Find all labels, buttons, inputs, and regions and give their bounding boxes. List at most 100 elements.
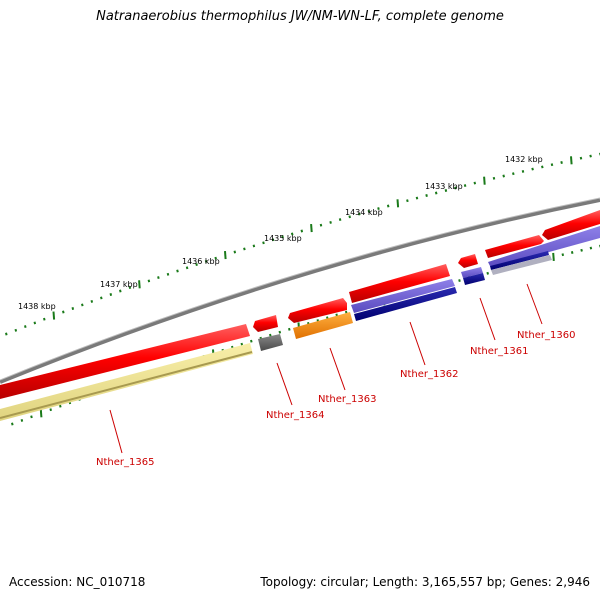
inner-minor-tick	[570, 251, 574, 254]
feature-navy[interactable]	[354, 287, 457, 321]
inner-minor-tick	[49, 408, 52, 412]
outer-minor-tick	[329, 220, 332, 224]
ruler-labels: 1432 kbp 1433 kbp 1434 kbp 1435 kbp 1436…	[18, 155, 543, 311]
feature-blue-small[interactable]	[461, 267, 483, 278]
outer-minor-tick	[43, 317, 46, 321]
outer-minor-tick	[319, 223, 323, 227]
outer-minor-tick	[128, 286, 132, 290]
gene-nther-1360-b[interactable]	[542, 210, 600, 240]
inner-minor-tick	[250, 339, 253, 343]
feature-blue-right[interactable]	[488, 226, 600, 268]
outer-major-tick	[483, 176, 486, 185]
label-nther-1361[interactable]: Nther_1361	[470, 346, 528, 357]
outer-minor-tick	[377, 207, 380, 211]
gene-nther-1360-a[interactable]	[485, 235, 544, 258]
gene-nther-1363[interactable]	[288, 298, 347, 323]
inner-major-tick	[552, 252, 555, 261]
label-nther-1363[interactable]: Nther_1363	[318, 394, 376, 405]
inner-minor-tick	[59, 404, 62, 408]
outer-minor-tick	[33, 321, 37, 325]
outer-minor-tick	[492, 176, 496, 180]
outer-minor-tick	[541, 165, 544, 169]
outer-minor-tick	[367, 209, 371, 213]
outer-minor-tick	[290, 232, 294, 236]
inner-minor-tick	[561, 253, 565, 257]
outer-minor-tick	[262, 241, 265, 245]
accession-text: Accession: NC_010718	[9, 575, 146, 589]
outer-minor-tick	[406, 199, 409, 203]
callout-nther-1362	[409, 321, 426, 366]
outer-minor-tick	[252, 244, 256, 248]
inner-minor-tick	[278, 330, 282, 334]
outer-minor-tick	[444, 189, 448, 192]
outer-minor-tick	[166, 272, 170, 276]
outer-minor-tick	[473, 181, 477, 185]
inner-major-tick	[39, 409, 43, 418]
outer-major-tick	[52, 311, 56, 320]
outer-minor-tick	[24, 325, 27, 329]
genome-backbone	[0, 198, 600, 384]
gene-nther-1362[interactable]	[349, 264, 450, 303]
ruler-label-1438: 1438 kbp	[18, 302, 56, 311]
outer-major-tick	[224, 251, 227, 260]
outer-tick-track	[5, 152, 600, 336]
outer-minor-tick	[560, 161, 563, 164]
outer-minor-tick	[195, 263, 198, 267]
ruler-label-1435: 1435 kbp	[264, 234, 302, 243]
gene-nther-1365[interactable]	[0, 324, 250, 399]
gene-track	[0, 210, 600, 399]
gene-labels: Nther_1365 Nther_1364 Nther_1363 Nther_1…	[96, 330, 575, 468]
outer-minor-tick	[463, 184, 467, 188]
outer-minor-tick	[214, 256, 217, 260]
outer-minor-tick	[109, 293, 113, 296]
outer-minor-tick	[579, 156, 583, 160]
label-nther-1364[interactable]: Nther_1364	[266, 410, 324, 421]
outer-minor-tick	[81, 303, 84, 307]
inner-minor-tick	[30, 415, 33, 419]
outer-minor-tick	[14, 328, 18, 332]
outer-minor-tick	[454, 186, 457, 190]
gene-nther-1364[interactable]	[253, 315, 278, 332]
label-nther-1365[interactable]: Nther_1365	[96, 457, 154, 468]
inner-minor-tick	[20, 418, 24, 422]
outer-minor-tick	[243, 247, 246, 251]
feature-track	[0, 226, 600, 421]
outer-major-tick	[310, 224, 313, 233]
outer-minor-tick	[71, 307, 75, 310]
outer-minor-tick	[233, 250, 237, 254]
ruler-label-1432: 1432 kbp	[505, 155, 543, 164]
outer-major-tick	[396, 199, 400, 208]
feature-blue[interactable]	[351, 279, 455, 313]
feature-gray[interactable]	[258, 334, 283, 351]
feature-orange[interactable]	[293, 312, 353, 339]
feature-navy-right[interactable]	[490, 251, 549, 270]
feature-navy-small[interactable]	[463, 273, 485, 285]
label-nther-1360[interactable]: Nther_1360	[517, 330, 575, 341]
outer-minor-tick	[415, 196, 419, 200]
outer-minor-tick	[204, 259, 208, 263]
outer-minor-tick	[589, 154, 592, 158]
outer-minor-tick	[147, 279, 151, 283]
feature-gray-right[interactable]	[491, 255, 552, 275]
inner-minor-tick	[486, 271, 489, 275]
outer-major-tick	[570, 156, 573, 165]
gene-nther-1361[interactable]	[458, 254, 478, 268]
genome-summary-text: Topology: circular; Length: 3,165,557 bp…	[260, 575, 590, 589]
outer-minor-tick	[271, 238, 275, 242]
outer-minor-tick	[521, 169, 525, 173]
outer-minor-tick	[5, 332, 8, 336]
label-nther-1362[interactable]: Nther_1362	[400, 369, 458, 380]
inner-minor-tick	[269, 333, 272, 337]
callout-nther-1365	[109, 409, 123, 454]
inner-minor-tick	[458, 279, 461, 283]
inner-minor-tick	[344, 310, 348, 314]
outer-minor-tick	[281, 235, 284, 239]
outer-minor-tick	[502, 174, 505, 178]
outer-minor-tick	[185, 266, 189, 270]
outer-major-tick	[138, 280, 141, 289]
inner-minor-tick	[11, 422, 14, 426]
map-title: Natranaerobius thermophilus JW/NM-WN-LF,…	[96, 9, 504, 24]
outer-minor-tick	[100, 296, 103, 300]
inner-minor-tick	[589, 246, 593, 250]
